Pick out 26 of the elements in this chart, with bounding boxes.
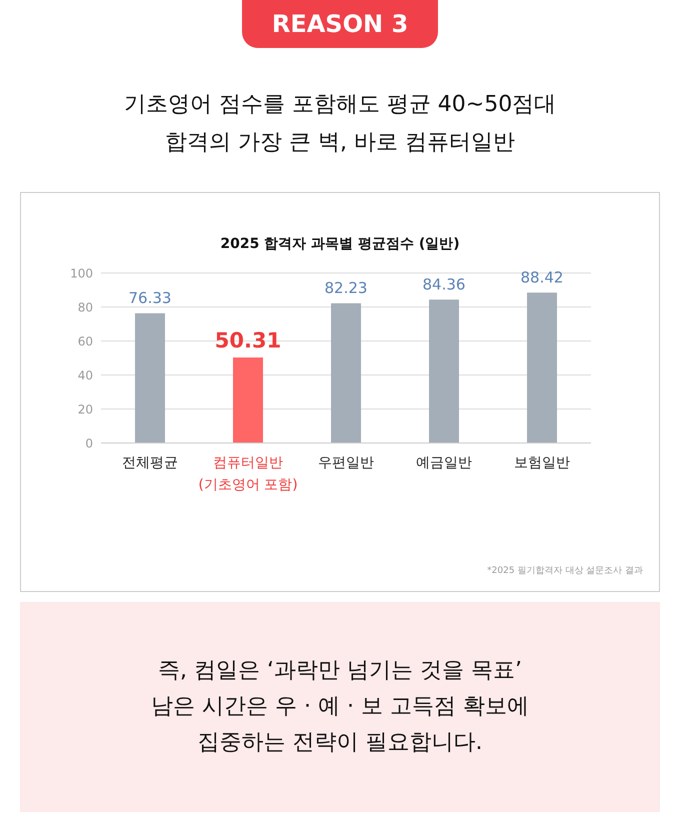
y-tick-label: 20 — [78, 402, 93, 416]
y-tick-label: 0 — [85, 436, 93, 450]
y-tick-label: 60 — [78, 334, 93, 348]
bar — [233, 357, 263, 443]
x-tick-label: 보험일반 — [514, 455, 570, 471]
bar — [527, 292, 557, 443]
data-label: 88.42 — [520, 268, 564, 287]
text: REASON 3 — [242, 0, 438, 48]
text: 즉, 컴일은 ‘과락만 넘기는 것을 목표’ 남은 시간은 우 · 예 · 보 고득점 확보에 집중하는 전략이 필요합니다. — [151, 657, 529, 757]
x-tick-label: 우편일반 — [318, 455, 374, 471]
data-label: 82.23 — [324, 279, 368, 298]
y-tick-label: 100 — [70, 266, 93, 280]
x-tick-label: 예금일반 — [416, 455, 472, 471]
bar — [429, 300, 459, 443]
x-tick-label: 전체평균 — [122, 455, 178, 471]
data-label: 50.31 — [214, 328, 282, 352]
data-label: 76.33 — [128, 289, 172, 308]
x-tick-label: 컴퓨터일반 (기초영어 포함) — [198, 455, 298, 493]
bar — [135, 313, 165, 443]
data-label: 84.36 — [422, 276, 466, 294]
chart-title: 2025 합격자 과목별 평균점수 (일반) — [219, 235, 461, 253]
bar — [331, 303, 361, 443]
text: 기초영어 점수를 포함해도 평균 40~50점대 합격의 가장 큰 벽, 바로 컴퓨터일반 — [122, 91, 558, 157]
y-tick-label: 80 — [78, 300, 93, 314]
text: *2025 필기합격자 대상 설문조사 결과 — [487, 565, 643, 577]
y-tick-label: 40 — [78, 368, 93, 382]
